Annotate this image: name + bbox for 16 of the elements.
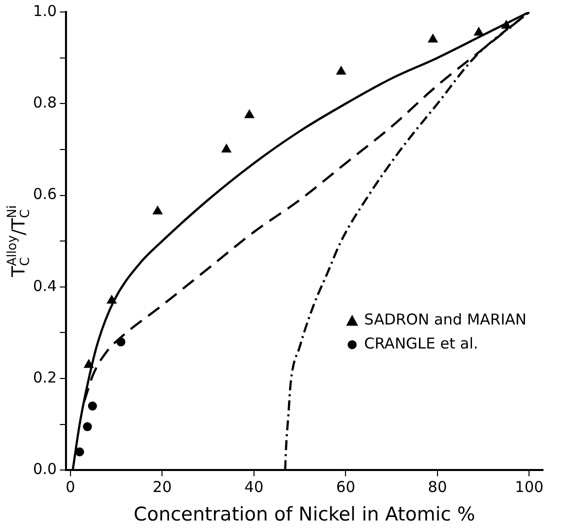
legend-label: SADRON and MARIAN bbox=[364, 310, 526, 329]
y-tick-label: 0.6 bbox=[32, 185, 57, 204]
x-tick-label: 40 bbox=[244, 478, 264, 496]
x-tick-label: 100 bbox=[514, 478, 544, 496]
x-tick-label: 80 bbox=[428, 478, 448, 496]
x-tick-label: 20 bbox=[152, 478, 172, 496]
y-tick-label: 1.0 bbox=[32, 2, 57, 20]
x-tick-label: 60 bbox=[336, 478, 356, 496]
y-axis-title: TCAlloy/TCNi bbox=[4, 205, 32, 278]
y-tick-label: 0.8 bbox=[32, 94, 57, 112]
y-tick-label: 0.2 bbox=[32, 368, 57, 386]
legend-label: CRANGLE et al. bbox=[364, 334, 478, 353]
y-tick-label: 0.0 bbox=[32, 460, 57, 478]
x-tick-label: 0 bbox=[66, 478, 76, 496]
x-axis-title: Concentration of Nickel in Atomic % bbox=[134, 504, 476, 526]
y-tick-label: 0.4 bbox=[32, 276, 57, 295]
